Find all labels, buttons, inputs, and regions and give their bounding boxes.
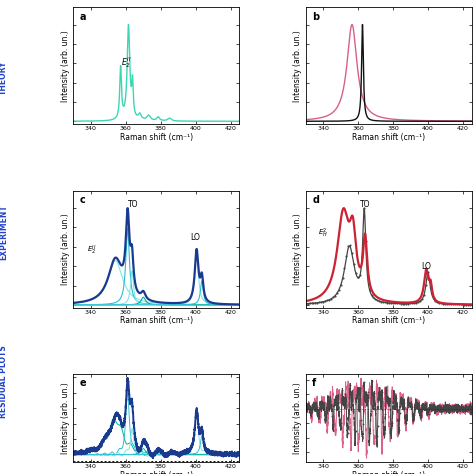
Text: THEORY: THEORY [0,61,8,95]
Y-axis label: Intensity (arb. un.): Intensity (arb. un.) [61,213,70,285]
Y-axis label: Intensity (arb. un.): Intensity (arb. un.) [293,213,302,285]
Text: c: c [80,195,86,205]
Text: $E_2^{II}$: $E_2^{II}$ [87,244,97,257]
X-axis label: Raman shift (cm⁻¹): Raman shift (cm⁻¹) [120,133,193,142]
X-axis label: Raman shift (cm⁻¹): Raman shift (cm⁻¹) [120,471,193,474]
Text: RESIDUAL PLOTS: RESIDUAL PLOTS [0,345,8,418]
Text: EXPERIMENT: EXPERIMENT [0,204,8,260]
Y-axis label: Intensity (arb. un.): Intensity (arb. un.) [61,30,70,101]
Text: TO: TO [128,200,138,209]
Y-axis label: Intensity (arb. un.): Intensity (arb. un.) [61,383,70,454]
Text: LO: LO [421,262,431,271]
Text: f: f [312,378,317,388]
X-axis label: Raman shift (cm⁻¹): Raman shift (cm⁻¹) [352,133,425,142]
Text: LO: LO [191,233,201,242]
Text: a: a [80,12,87,22]
Text: b: b [312,12,319,22]
Text: e: e [80,378,87,388]
X-axis label: Raman shift (cm⁻¹): Raman shift (cm⁻¹) [120,316,193,325]
Text: $E_H^2$: $E_H^2$ [318,227,328,240]
Text: d: d [312,195,319,205]
Text: TO: TO [360,200,370,209]
Y-axis label: Intensity (arb. un.): Intensity (arb. un.) [293,383,302,454]
X-axis label: Raman shift (cm⁻¹): Raman shift (cm⁻¹) [352,471,425,474]
X-axis label: Raman shift (cm⁻¹): Raman shift (cm⁻¹) [352,316,425,325]
Y-axis label: Intensity (arb. un.): Intensity (arb. un.) [293,30,302,101]
Text: $E_2^{II}$: $E_2^{II}$ [121,55,132,70]
